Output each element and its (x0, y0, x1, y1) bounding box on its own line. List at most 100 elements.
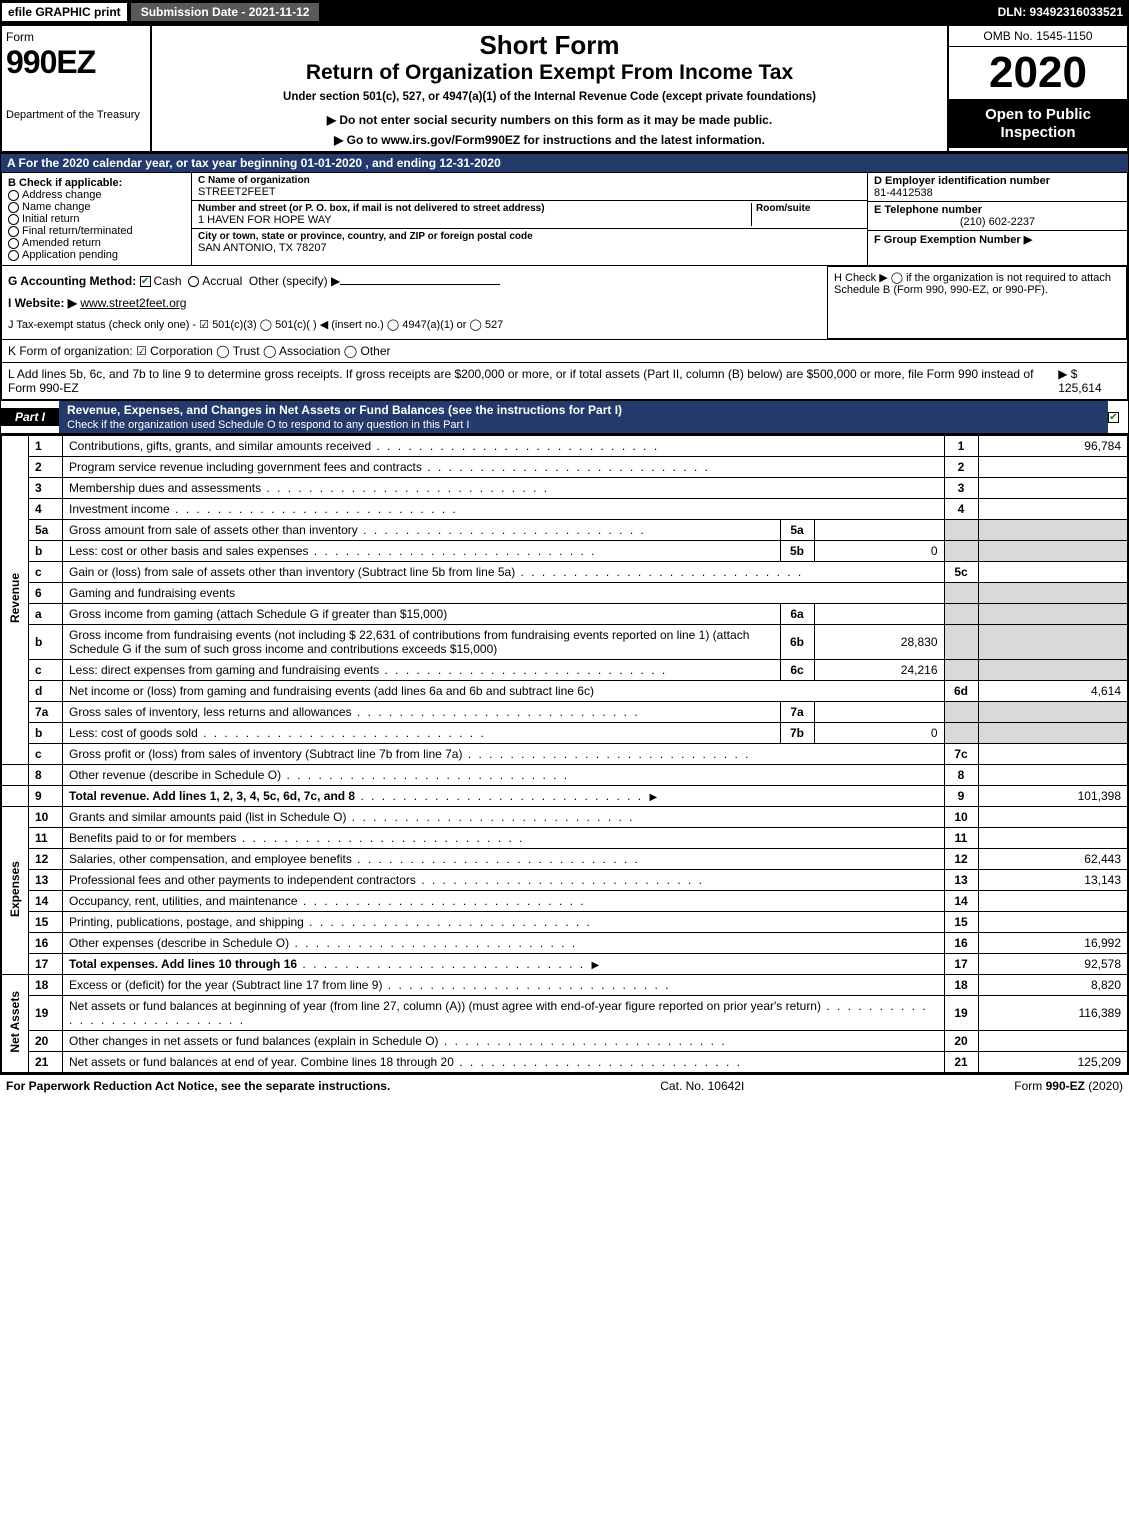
amt-20 (978, 1031, 1128, 1052)
row-19: Net assets or fund balances at beginning… (63, 996, 945, 1031)
chk-initial-return[interactable]: Initial return (8, 213, 185, 225)
row-5a: Gross amount from sale of assets other t… (63, 520, 781, 541)
section-b-title: B Check if applicable: (8, 177, 185, 189)
line-g-h: G Accounting Method: Cash Accrual Other … (0, 266, 1129, 340)
section-def: D Employer identification number 81-4412… (867, 173, 1127, 265)
sidelabel-revenue: Revenue (1, 435, 29, 765)
submission-date: Submission Date - 2021-11-12 (129, 1, 322, 23)
dln: DLN: 93492316033521 (998, 5, 1129, 19)
part-1-tag: Part I (1, 408, 59, 426)
department: Department of the Treasury (6, 109, 146, 121)
line-k: K Form of organization: ☑ Corporation ◯ … (0, 340, 1129, 363)
omb-number: OMB No. 1545-1150 (949, 26, 1127, 47)
row-10: Grants and similar amounts paid (list in… (63, 807, 945, 828)
line-l-text: L Add lines 5b, 6c, and 7b to line 9 to … (8, 367, 1054, 395)
line-l-amount: ▶ $ 125,614 (1058, 367, 1121, 395)
other-specify-input[interactable] (340, 284, 500, 285)
chk-cash[interactable] (140, 276, 151, 287)
tel-label: E Telephone number (874, 204, 1121, 216)
line-i-label: I Website: ▶ (8, 296, 77, 310)
row-4: Investment income (63, 499, 945, 520)
tel: (210) 602-2237 (874, 216, 1121, 228)
warning-ssn: ▶ Do not enter social security numbers o… (160, 113, 939, 127)
chk-amended-return[interactable]: Amended return (8, 237, 185, 249)
section-c: C Name of organization STREET2FEET Numbe… (192, 173, 867, 265)
row-11: Benefits paid to or for members (63, 828, 945, 849)
row-7c: Gross profit or (loss) from sales of inv… (63, 744, 945, 765)
chk-name-change[interactable]: Name change (8, 201, 185, 213)
footer-right: Form 990-EZ (2020) (1014, 1079, 1123, 1093)
val-6c: 24,216 (814, 660, 944, 681)
amt-17: 92,578 (978, 954, 1128, 975)
row-5b: Less: cost or other basis and sales expe… (63, 541, 781, 562)
title-short-form: Short Form (160, 30, 939, 61)
section-b: B Check if applicable: Address change Na… (2, 173, 192, 265)
footer-left: For Paperwork Reduction Act Notice, see … (6, 1079, 390, 1093)
line-a: A For the 2020 calendar year, or tax yea… (0, 153, 1129, 173)
val-7b: 0 (814, 723, 944, 744)
footer: For Paperwork Reduction Act Notice, see … (0, 1074, 1129, 1097)
line-g-label: G Accounting Method: (8, 274, 136, 288)
instructions-link[interactable]: ▶ Go to www.irs.gov/Form990EZ for instru… (160, 133, 939, 147)
part-1-table: Revenue 1 Contributions, gifts, grants, … (0, 434, 1129, 1074)
row-6b: Gross income from fundraising events (no… (63, 625, 781, 660)
val-5a (814, 520, 944, 541)
amt-14 (978, 891, 1128, 912)
amt-3 (978, 478, 1128, 499)
website-link[interactable]: www.street2feet.org (80, 296, 186, 310)
ein: 81-4412538 (874, 187, 1121, 199)
city: SAN ANTONIO, TX 78207 (198, 242, 861, 254)
row-6: Gaming and fundraising events (63, 583, 945, 604)
amt-6d: 4,614 (978, 681, 1128, 702)
amt-18: 8,820 (978, 975, 1128, 996)
tax-year: 2020 (949, 47, 1127, 100)
amt-11 (978, 828, 1128, 849)
room-label: Room/suite (756, 203, 861, 214)
row-20: Other changes in net assets or fund bala… (63, 1031, 945, 1052)
amt-19: 116,389 (978, 996, 1128, 1031)
amt-4 (978, 499, 1128, 520)
row-9: Total revenue. Add lines 1, 2, 3, 4, 5c,… (63, 786, 945, 807)
row-6c: Less: direct expenses from gaming and fu… (63, 660, 781, 681)
form-word: Form (6, 30, 146, 44)
footer-mid: Cat. No. 10642I (660, 1079, 744, 1093)
amt-9: 101,398 (978, 786, 1128, 807)
subtitle-code: Under section 501(c), 527, or 4947(a)(1)… (160, 91, 939, 103)
part-1-check[interactable] (1108, 410, 1128, 424)
row-12: Salaries, other compensation, and employ… (63, 849, 945, 870)
amt-5c (978, 562, 1128, 583)
city-label: City or town, state or province, country… (198, 231, 861, 242)
efile-print-button[interactable]: efile GRAPHIC print (0, 1, 129, 23)
chk-accrual[interactable] (188, 276, 199, 287)
block-bcd: B Check if applicable: Address change Na… (0, 173, 1129, 266)
row-8: Other revenue (describe in Schedule O) (63, 765, 945, 786)
amt-1: 96,784 (978, 435, 1128, 457)
part-1-header: Part I Revenue, Expenses, and Changes in… (0, 400, 1129, 434)
amt-15 (978, 912, 1128, 933)
line-j: J Tax-exempt status (check only one) - ☑… (8, 314, 821, 335)
row-17: Total expenses. Add lines 10 through 16 (63, 954, 945, 975)
chk-application-pending[interactable]: Application pending (8, 249, 185, 261)
amt-2 (978, 457, 1128, 478)
row-6a: Gross income from gaming (attach Schedul… (63, 604, 781, 625)
row-18: Excess or (deficit) for the year (Subtra… (63, 975, 945, 996)
chk-address-change[interactable]: Address change (8, 189, 185, 201)
val-6a (814, 604, 944, 625)
row-15: Printing, publications, postage, and shi… (63, 912, 945, 933)
form-header: Form 990EZ Department of the Treasury Sh… (0, 24, 1129, 153)
addr-label: Number and street (or P. O. box, if mail… (198, 203, 751, 214)
row-16: Other expenses (describe in Schedule O) (63, 933, 945, 954)
title-return: Return of Organization Exempt From Incom… (160, 61, 939, 85)
org-name: STREET2FEET (198, 186, 861, 198)
header-right: OMB No. 1545-1150 2020 Open to Public In… (947, 26, 1127, 151)
sidelabel-netassets: Net Assets (1, 975, 29, 1074)
row-1: Contributions, gifts, grants, and simila… (63, 435, 945, 457)
row-7a: Gross sales of inventory, less returns a… (63, 702, 781, 723)
val-7a (814, 702, 944, 723)
amt-7c (978, 744, 1128, 765)
row-21: Net assets or fund balances at end of ye… (63, 1052, 945, 1074)
amt-12: 62,443 (978, 849, 1128, 870)
amt-10 (978, 807, 1128, 828)
val-6b: 28,830 (814, 625, 944, 660)
chk-final-return[interactable]: Final return/terminated (8, 225, 185, 237)
